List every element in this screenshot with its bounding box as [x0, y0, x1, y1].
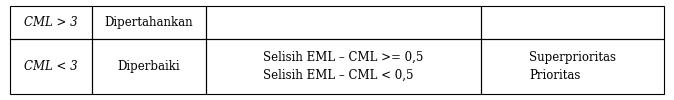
Bar	[92, 39, 206, 94]
Bar	[92, 6, 206, 39]
Text: Dipertahankan: Dipertahankan	[104, 16, 193, 29]
Bar	[206, 39, 481, 94]
Text: CML > 3: CML > 3	[24, 16, 78, 29]
Text: Diperbaiki: Diperbaiki	[118, 60, 181, 73]
Bar	[481, 6, 664, 39]
Bar	[10, 6, 92, 39]
Bar	[481, 39, 664, 94]
Bar	[206, 6, 481, 39]
Bar	[10, 39, 92, 94]
Text: CML < 3: CML < 3	[24, 60, 78, 73]
Text: Selisih EML – CML >= 0,5
Selisih EML – CML < 0,5: Selisih EML – CML >= 0,5 Selisih EML – C…	[264, 51, 424, 82]
Text: Superprioritas
Prioritas: Superprioritas Prioritas	[529, 51, 616, 82]
